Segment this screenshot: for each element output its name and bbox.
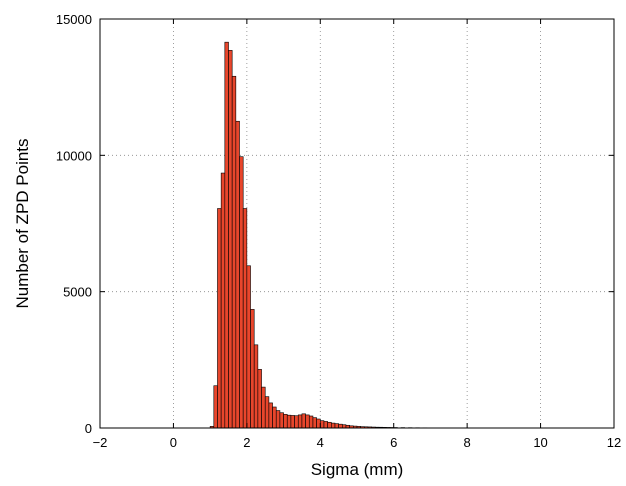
x-tick-label: 4 xyxy=(317,435,324,450)
histogram-bar xyxy=(319,420,325,429)
histogram-bar xyxy=(217,208,222,429)
histogram-bar xyxy=(220,172,226,429)
histogram-bar xyxy=(250,309,255,429)
histogram-bar xyxy=(253,344,259,429)
histogram-bar xyxy=(275,410,281,429)
histogram-bar xyxy=(323,421,328,429)
x-tick-label: 10 xyxy=(533,435,547,450)
histogram-bar xyxy=(261,386,266,429)
y-tick-label: 15000 xyxy=(56,12,92,27)
histogram-bar xyxy=(239,156,244,429)
histogram-bar xyxy=(279,412,284,429)
histogram-bar xyxy=(272,406,277,429)
x-tick-label: 8 xyxy=(464,435,471,450)
histogram-bar xyxy=(264,396,270,429)
histogram-bar xyxy=(334,423,339,429)
x-tick-label: −2 xyxy=(93,435,108,450)
histogram-bar xyxy=(235,120,240,429)
histogram-bar xyxy=(290,415,295,429)
plot-frame xyxy=(99,18,615,429)
x-tick-label: 6 xyxy=(390,435,397,450)
x-axis-label: Sigma (mm) xyxy=(311,460,404,479)
y-tick-label: 5000 xyxy=(63,285,92,300)
histogram-bar xyxy=(294,415,299,429)
histogram-bar xyxy=(257,369,262,429)
histogram-bar xyxy=(246,265,251,429)
histogram-bar xyxy=(283,414,288,429)
histogram-bar xyxy=(327,421,332,429)
y-tick-label: 0 xyxy=(85,421,92,436)
histogram-bar xyxy=(316,418,321,429)
histogram-bar xyxy=(301,413,306,429)
histogram-bar xyxy=(268,402,273,429)
histogram-bar xyxy=(224,41,229,429)
histogram-bar xyxy=(213,385,218,429)
histogram-bar xyxy=(297,414,303,429)
grid-lines xyxy=(100,19,614,428)
histogram-bar xyxy=(330,422,336,429)
x-tick-label: 0 xyxy=(170,435,177,450)
histogram-bar xyxy=(305,414,310,429)
histogram-bar xyxy=(286,414,292,429)
histogram-bar xyxy=(228,50,233,429)
histogram-bar xyxy=(312,417,317,429)
x-tick-label: 2 xyxy=(243,435,250,450)
histogram-bar xyxy=(338,423,343,429)
histogram-bars xyxy=(209,41,508,429)
histogram-bar xyxy=(231,75,237,429)
y-tick-label: 10000 xyxy=(56,148,92,163)
histogram-bar xyxy=(242,208,248,429)
histogram-bar xyxy=(308,415,314,429)
x-tick-label: 12 xyxy=(607,435,621,450)
y-axis-label: Number of ZPD Points xyxy=(13,138,32,308)
